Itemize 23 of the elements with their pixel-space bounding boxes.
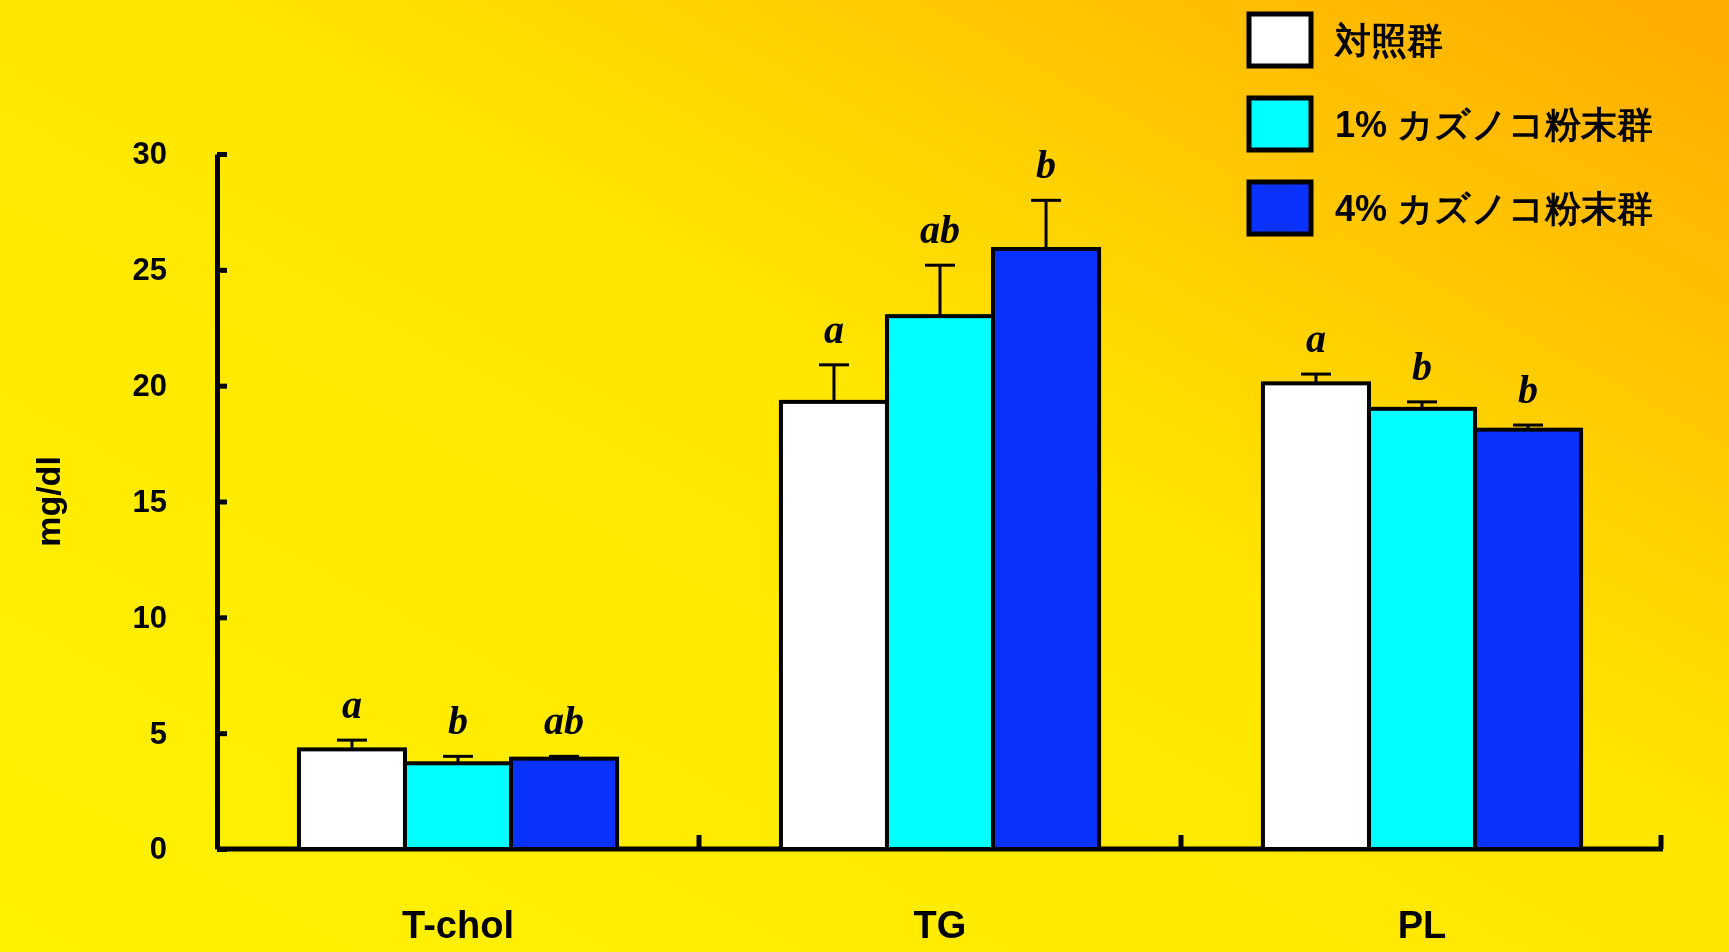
y-tick-label: 0 xyxy=(149,831,167,867)
y-tick-label: 15 xyxy=(132,483,167,519)
data-label: b xyxy=(1036,142,1057,188)
x-tick-label: T-chol xyxy=(402,903,514,946)
y-tick-label: 20 xyxy=(132,368,167,404)
data-label: b xyxy=(1518,367,1539,413)
data-label: ab xyxy=(920,207,960,253)
y-tick-label: 25 xyxy=(132,252,167,288)
data-label: ab xyxy=(544,698,585,744)
y-tick-label: 5 xyxy=(149,715,167,751)
y-tick-label: 10 xyxy=(132,599,167,635)
legend-label: 1% カズノコ粉末群 xyxy=(1335,104,1654,145)
data-label: b xyxy=(1412,343,1432,389)
legend-label: 対照群 xyxy=(1334,20,1443,61)
data-label: b xyxy=(448,698,468,744)
x-tick-label: PL xyxy=(1397,903,1447,946)
data-label: a xyxy=(341,682,362,728)
data-label: a xyxy=(1305,316,1326,362)
y-axis-title: mg/dl xyxy=(29,456,67,547)
y-tick-label: 30 xyxy=(132,136,167,172)
data-label: a xyxy=(823,306,844,352)
x-tick-label: TG xyxy=(913,903,967,946)
legend-label: 4% カズノコ粉末群 xyxy=(1335,188,1654,229)
